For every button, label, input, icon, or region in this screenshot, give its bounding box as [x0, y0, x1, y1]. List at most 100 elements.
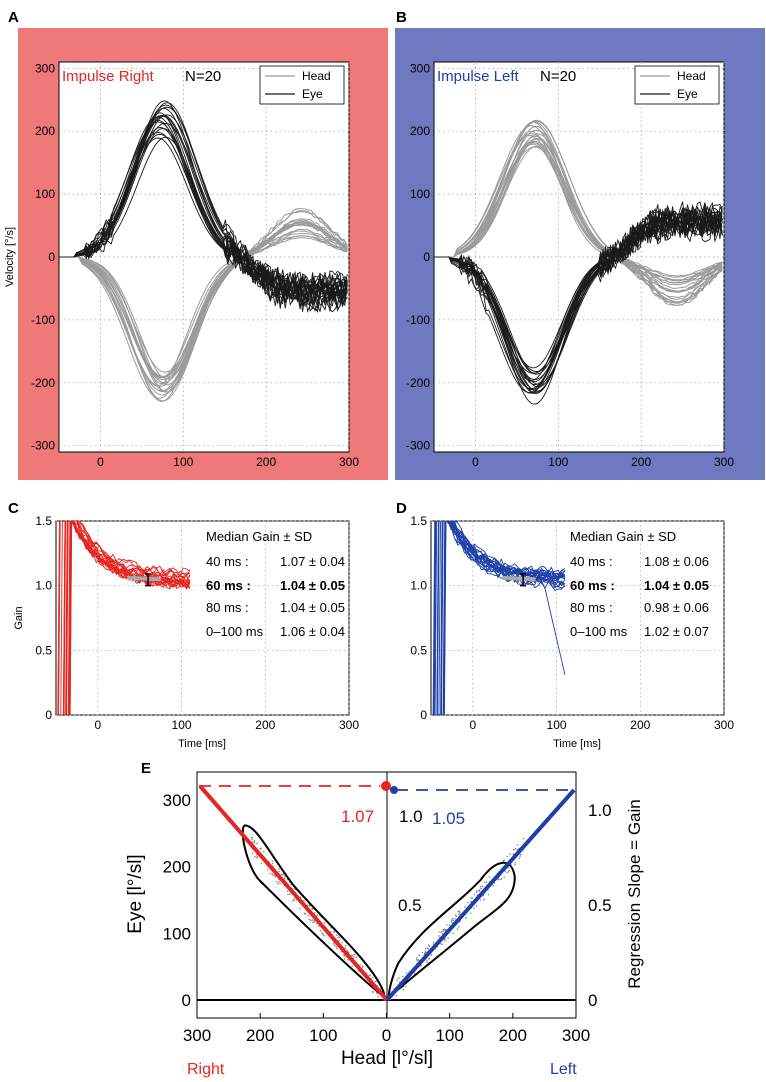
- x-tick-label: 300: [562, 1026, 590, 1045]
- panel-d-row-label: 60 ms :: [570, 578, 615, 593]
- sample-point: [500, 878, 502, 881]
- gain-trace: [60, 521, 191, 715]
- sample-point: [286, 890, 289, 893]
- sample-point: [289, 893, 291, 895]
- sample-point: [423, 952, 426, 954]
- sample-point: [344, 947, 347, 949]
- sample-point: [278, 870, 280, 873]
- panel-c-row-label: 40 ms :: [206, 554, 249, 569]
- x-tick-label: 300: [714, 455, 734, 469]
- sample-point: [441, 943, 443, 945]
- y-right-tick-label: 0: [588, 991, 597, 1010]
- panel-b-grid: [434, 62, 725, 452]
- x-tick-label: 100: [547, 718, 567, 732]
- sample-point: [269, 872, 271, 875]
- sample-point: [523, 837, 525, 840]
- sample-point: [514, 847, 517, 850]
- sample-point: [252, 841, 254, 844]
- panel-a-label: A: [8, 9, 19, 26]
- panel-e-slope-left-value: 1.05: [432, 809, 465, 828]
- contour-right: [241, 824, 386, 999]
- sample-point: [334, 944, 337, 947]
- sample-point: [259, 848, 261, 850]
- sample-point: [338, 939, 340, 942]
- sample-point: [496, 878, 499, 881]
- sample-point: [442, 930, 445, 933]
- sample-point: [343, 958, 346, 960]
- median-gain-band: [502, 575, 536, 582]
- panel-c-ylabel: Gain: [13, 606, 25, 629]
- sample-point: [451, 919, 453, 921]
- sample-point: [506, 855, 509, 858]
- head-trace: [59, 223, 348, 392]
- sample-point: [262, 850, 265, 853]
- sample-point: [336, 934, 338, 936]
- sample-point: [452, 932, 454, 935]
- sample-point: [454, 914, 457, 917]
- y-right-tick-label: 1.0: [588, 801, 612, 820]
- y-tick-label: -300: [406, 439, 430, 453]
- panel-d-plot-area: [430, 520, 725, 716]
- panel-d-row-value: 1.04 ± 0.05: [644, 578, 709, 593]
- y-tick-label: 0.5: [35, 643, 52, 657]
- sample-point: [307, 915, 310, 917]
- sample-point: [311, 919, 314, 921]
- sample-point: [335, 946, 338, 948]
- panel-a-title: Impulse Right: [62, 68, 155, 85]
- contour-left: [387, 861, 516, 1001]
- sample-point: [514, 864, 516, 866]
- sample-point: [278, 881, 280, 883]
- sample-point: [438, 935, 440, 937]
- sample-point: [512, 853, 514, 856]
- sample-point: [518, 857, 521, 860]
- panel-d-row-value: 1.02 ± 0.07: [644, 624, 709, 639]
- sample-point: [308, 904, 310, 907]
- sample-point: [418, 954, 421, 957]
- sample-point: [440, 931, 443, 933]
- sample-point: [451, 921, 453, 924]
- y-tick-label: -100: [31, 313, 55, 327]
- y-tick-label: 100: [410, 187, 430, 201]
- panel-a-legend-eye: Eye: [302, 87, 323, 101]
- x-tick-label: 300: [339, 455, 359, 469]
- panel-b: B 0 100 200 300 -300 -200 -100 0 100 200 300 Impul…: [395, 9, 765, 480]
- sample-point: [292, 900, 294, 902]
- gain-trace: [65, 521, 191, 715]
- sample-point: [439, 931, 441, 933]
- panel-b-title: Impulse Left: [437, 68, 520, 85]
- sample-point: [479, 885, 482, 888]
- sample-point: [308, 918, 311, 921]
- eye-trace: [59, 116, 348, 307]
- sample-point: [251, 838, 254, 841]
- x-tick-label: 200: [631, 455, 651, 469]
- sample-point: [421, 951, 424, 954]
- x-tick-label: 200: [255, 718, 275, 732]
- head-trace: [434, 125, 723, 306]
- panel-a-legend: Head Eye: [259, 65, 345, 105]
- sample-point: [311, 908, 313, 910]
- sample-point: [377, 996, 379, 998]
- sample-point: [353, 954, 356, 956]
- sample-point: [467, 901, 469, 904]
- x-tick-label: 0: [97, 455, 104, 469]
- sample-point: [396, 979, 399, 981]
- sample-point: [299, 907, 301, 910]
- sample-point: [479, 899, 482, 901]
- panel-e-ylabel-right: Regression Slope = Gain: [625, 799, 644, 988]
- sample-point: [287, 893, 289, 896]
- y-tick-label: 100: [163, 924, 191, 943]
- y-tick-label: -300: [31, 439, 55, 453]
- sample-point: [338, 936, 341, 939]
- sample-point: [272, 862, 274, 865]
- sample-point: [516, 844, 519, 846]
- eye-trace: [434, 206, 723, 382]
- sample-point: [509, 853, 512, 855]
- sample-point: [253, 842, 256, 844]
- sample-point: [293, 897, 295, 900]
- panel-c-row-label: 60 ms :: [206, 578, 251, 593]
- sample-point: [413, 972, 416, 975]
- sample-point: [405, 985, 407, 988]
- sample-point: [260, 862, 263, 865]
- sample-point: [465, 917, 467, 919]
